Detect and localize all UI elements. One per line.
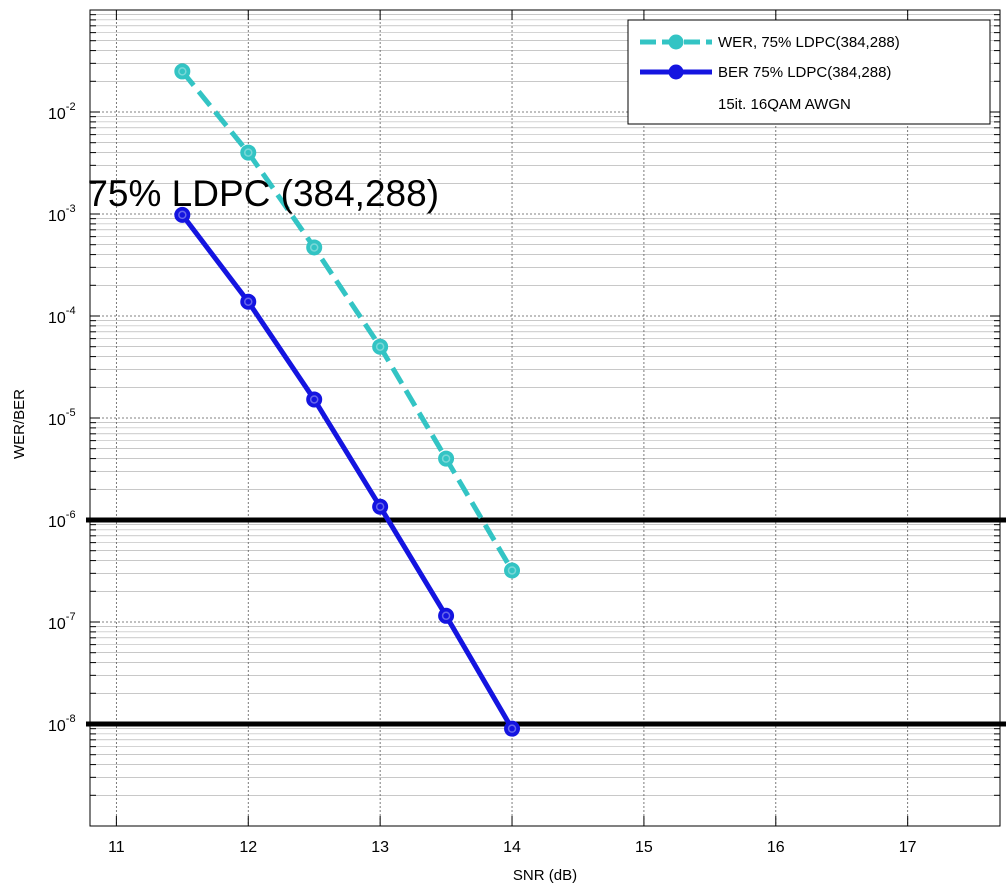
y-tick-label: 10-4	[48, 305, 76, 327]
y-tick-label: 10-2	[48, 101, 76, 123]
data-point	[240, 293, 257, 310]
data-point-highlight	[309, 395, 319, 404]
data-point	[240, 144, 257, 161]
reference-lines	[86, 517, 1006, 727]
data-point	[306, 239, 323, 256]
legend-marker-ber	[668, 64, 684, 80]
data-point	[504, 562, 521, 579]
series-line	[180, 69, 515, 572]
legend-marker-wer	[668, 34, 684, 50]
data-point	[504, 720, 521, 737]
y-tick-label: 10-6	[48, 509, 76, 531]
series-line	[180, 213, 515, 730]
series-0	[174, 63, 521, 579]
x-tick-label: 15	[635, 839, 653, 856]
annotation-text: 75% LDPC (384,288)	[87, 173, 439, 214]
data-point	[174, 63, 191, 80]
y-tick-label: 10-8	[48, 713, 76, 735]
legend-note: 15it. 16QAM AWGN	[718, 96, 851, 113]
y-tick-label: 10-3	[48, 203, 76, 225]
x-tick-label: 17	[899, 839, 917, 856]
y-axis-label: WER/BER	[11, 389, 28, 459]
x-tick-label: 13	[371, 839, 389, 856]
data-point	[372, 338, 389, 355]
data-point-highlight	[178, 67, 187, 76]
legend: WER, 75% LDPC(384,288) BER 75% LDPC(384,…	[627, 19, 991, 125]
data-point-highlight	[441, 611, 451, 621]
x-tick-label: 11	[108, 839, 125, 856]
data-point	[174, 206, 191, 223]
legend-label-ber: BER 75% LDPC(384,288)	[718, 64, 891, 81]
series-group	[174, 63, 521, 737]
data-point-highlight	[507, 566, 517, 575]
data-point-highlight	[244, 148, 253, 157]
data-point	[438, 607, 455, 624]
data-point	[438, 450, 455, 467]
data-point-highlight	[244, 297, 253, 306]
x-tick-label: 12	[239, 839, 257, 856]
data-point	[372, 498, 389, 515]
data-point-highlight	[507, 724, 517, 733]
y-tick-label: 10-7	[48, 611, 76, 633]
axes	[89, 9, 1001, 827]
y-tick-label: 10-5	[48, 407, 76, 429]
legend-label-wer: WER, 75% LDPC(384,288)	[718, 34, 900, 51]
data-point-highlight	[309, 243, 319, 252]
data-point-highlight	[441, 454, 451, 463]
minor-grid	[90, 14, 1000, 796]
data-point-highlight	[178, 210, 187, 220]
plot-frame	[89, 9, 1001, 827]
data-point	[306, 391, 323, 408]
data-point-highlight	[375, 502, 385, 511]
series-1	[174, 206, 521, 737]
x-tick-label: 14	[503, 839, 521, 856]
data-point-highlight	[375, 342, 385, 351]
x-tick-label: 16	[767, 839, 785, 856]
tick-labels: 11 12 13 14 15 16 17 10-8 10-7 10-6 10-5 10-4 10-3 10…	[48, 101, 917, 856]
x-axis-label: SNR (dB)	[513, 867, 577, 884]
